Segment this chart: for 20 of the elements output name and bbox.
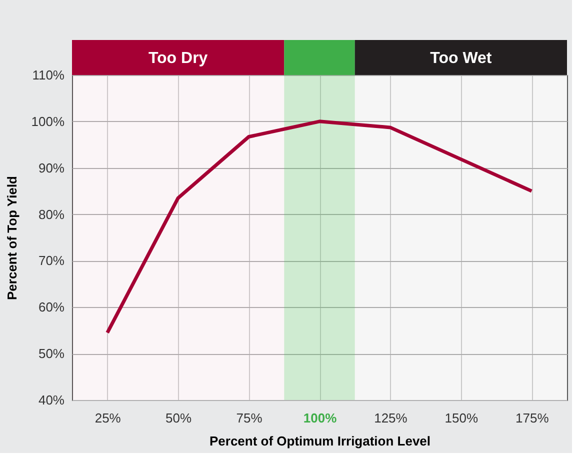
x-tick-label: 150% (444, 410, 478, 426)
x-tick-label: 125% (374, 410, 408, 426)
y-tick-label: 80% (38, 206, 65, 222)
y-tick-label: 100% (31, 114, 65, 129)
band-label: Too Dry (148, 50, 208, 67)
band-label: Too Wet (430, 50, 492, 67)
y-tick-label: 40% (38, 392, 65, 408)
y-tick-label: 70% (38, 253, 65, 268)
x-tick-label: 25% (94, 410, 122, 426)
x-tick-label: 75% (236, 410, 263, 426)
line-series (106, 120, 534, 334)
y-tick-label: 110% (32, 68, 65, 82)
y-axis-title: Percent of Top Yield (4, 176, 20, 300)
y-tick-label: 90% (38, 160, 65, 176)
x-axis-title: Percent of Optimum Irrigation Level (209, 434, 431, 448)
x-tick-label: 175% (516, 410, 550, 426)
y-tick-label: 50% (38, 346, 65, 362)
y-tick-label: 60% (38, 300, 65, 315)
x-tick-label: 50% (166, 410, 192, 426)
x-tick-label: 100% (303, 410, 338, 426)
